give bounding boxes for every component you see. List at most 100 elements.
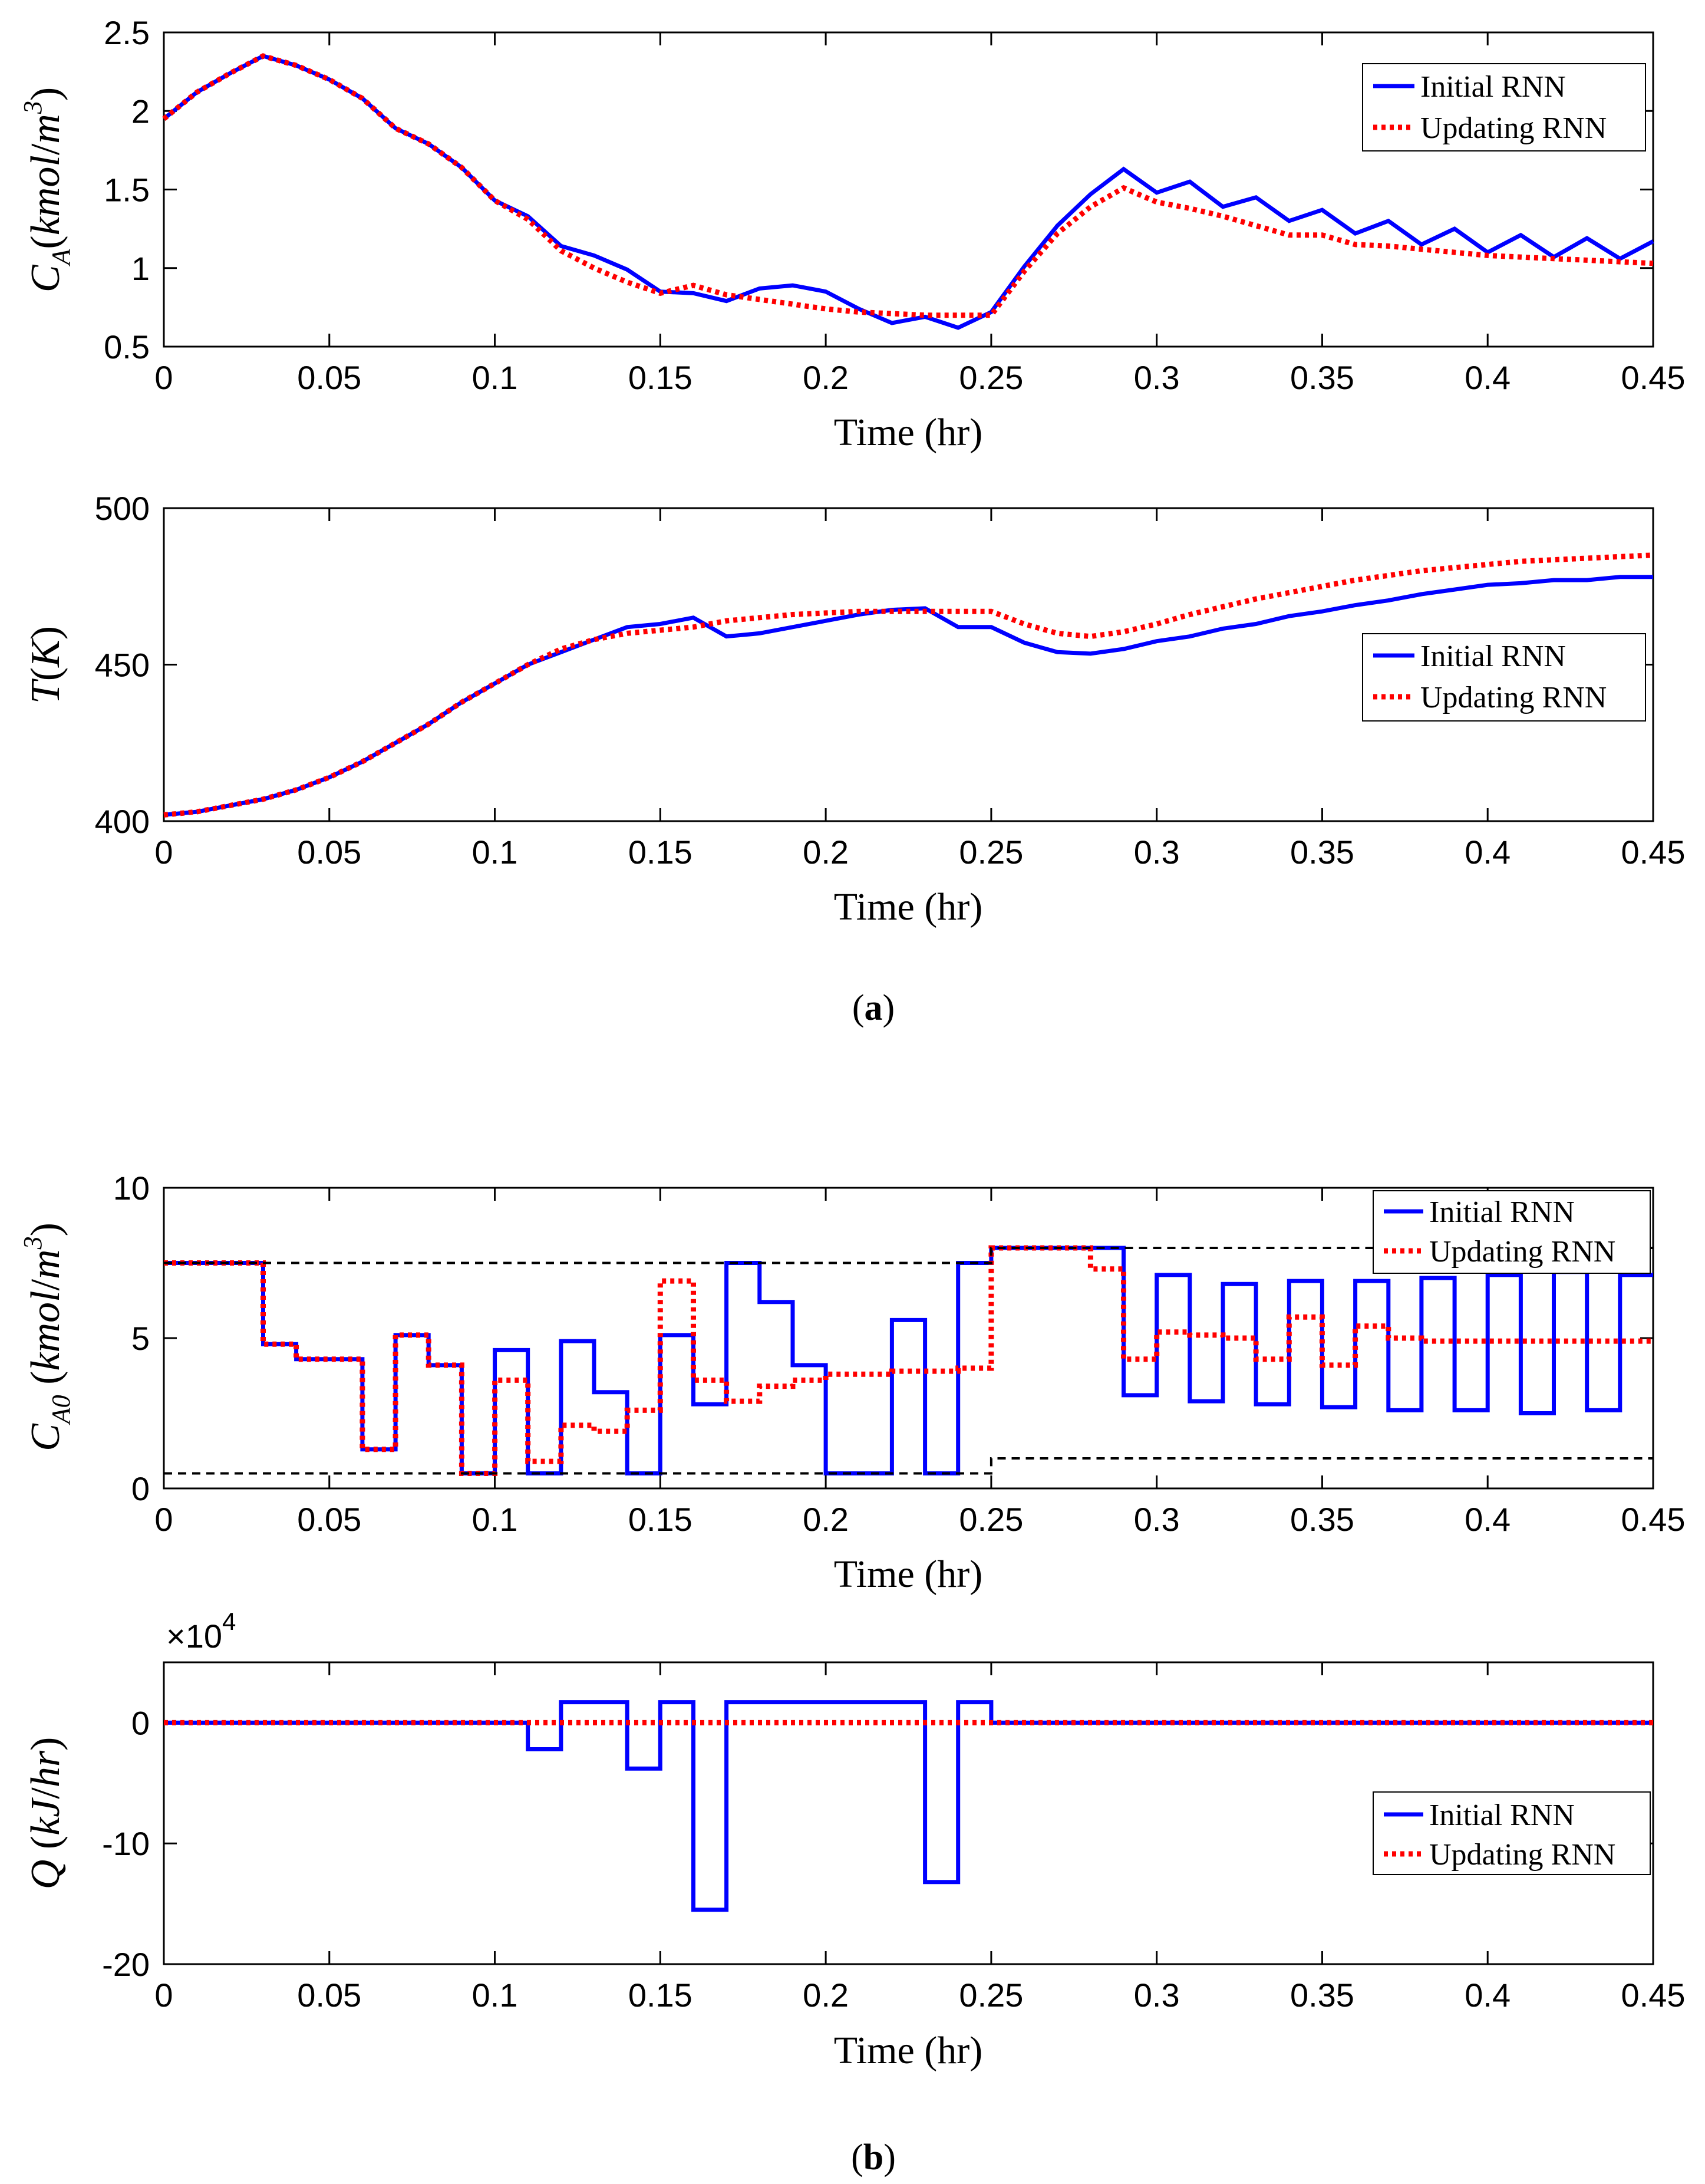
- ca0-legend-box: [1373, 1190, 1651, 1274]
- temp-xtick-label: 0.05: [297, 834, 361, 871]
- temp-series: [163, 552, 1654, 818]
- ca-xtick-label: 0.1: [472, 359, 518, 396]
- chart-temp: 0 0.05 0.1 0.15 0.2 0.25 0.3 0.35 0.4 0.45 400 450 5…: [23, 490, 1686, 928]
- ca-xtick-label: 0.4: [1465, 359, 1511, 396]
- q-xtick-label: 0.45: [1621, 1977, 1686, 2014]
- temp-xtick-label: 0.45: [1621, 834, 1686, 871]
- chart-ca: 0 0.05 0.1 0.15 0.2 0.25 0.3 0.35 0.4 0.45 0.5 1 1.5…: [18, 14, 1686, 454]
- q-xtick-label: 0.05: [297, 1977, 361, 2014]
- q-xtick-label: 0.2: [803, 1977, 849, 2014]
- ca0-xtick-label: 0.1: [472, 1501, 518, 1538]
- temp-xtick-label: 0: [154, 834, 173, 871]
- ca-legend: Initial RNN Updating RNN: [1362, 63, 1646, 151]
- q-xtick-label: 0.4: [1465, 1977, 1511, 2014]
- ca-legend-updating-label: Updating RNN: [1420, 111, 1607, 145]
- chart-ca0: 0 0.05 0.1 0.15 0.2 0.25 0.3 0.35 0.4 0.45 0 5 10 Ti…: [18, 1170, 1686, 1596]
- ca0-xtick-label: 0.45: [1621, 1501, 1686, 1538]
- caption-a: (a): [852, 988, 895, 1028]
- ca-legend-box: [1362, 63, 1646, 151]
- ca0-ytick-label: 5: [131, 1320, 150, 1357]
- q-ticks: 0 0.05 0.1 0.15 0.2 0.25 0.3 0.35 0.4 0.45 -20 -10 0: [102, 1662, 1686, 2014]
- q-legend-box: [1373, 1791, 1651, 1875]
- chart-q: 0 0.05 0.1 0.15 0.2 0.25 0.3 0.35 0.4 0.45-20-100…: [23, 1607, 1686, 2072]
- ca0-xtick-label: 0.25: [959, 1501, 1023, 1538]
- ca-xtick-label: 0: [154, 359, 173, 396]
- ca0-xtick-label: 0.2: [803, 1501, 849, 1538]
- temp-legend-updating-label: Updating RNN: [1420, 681, 1607, 714]
- temp-ticks: 0 0.05 0.1 0.15 0.2 0.25 0.3 0.35 0.4 0.45 400 450 5…: [95, 490, 1686, 871]
- ca0-ylabel: CA0 (kmol/m3): [18, 1223, 75, 1451]
- ca-xtick-label: 0.45: [1621, 359, 1686, 396]
- ca0-xtick-label: 0: [154, 1501, 173, 1538]
- temp-ytick-label: 400: [95, 803, 150, 840]
- ca-ytick-label: 1: [131, 250, 150, 287]
- temp-legend-box: [1362, 633, 1646, 722]
- ca-series: [162, 53, 1654, 330]
- q-xtick-label: 0.15: [628, 1977, 692, 2014]
- ca0-series-updating-rnn: [164, 1245, 1653, 1476]
- temp-legend-initial-label: Initial RNN: [1420, 640, 1566, 673]
- ca-xtick-label: 0.35: [1290, 359, 1354, 396]
- ca0-ticks: 0 0.05 0.1 0.15 0.2 0.25 0.3 0.35 0.4 0.45 0 5 10: [113, 1170, 1686, 1538]
- temp-xtick-label: 0.4: [1465, 834, 1511, 871]
- ca-ylabel: CA(kmol/m3): [18, 87, 75, 292]
- q-xlabel: Time (hr): [834, 2029, 982, 2072]
- q-legend: Initial RNN Updating RNN: [1373, 1791, 1651, 1875]
- temp-series-updating-rnn: [163, 552, 1654, 818]
- ca-ticks: 0 0.05 0.1 0.15 0.2 0.25 0.3 0.35 0.4 0.45 0.5 1 1.5…: [104, 14, 1685, 396]
- q-ylabel: Q (kJ/hr): [23, 1737, 68, 1890]
- ca0-xlabel: Time (hr): [834, 1553, 982, 1596]
- temp-ytick-label: 500: [95, 490, 150, 527]
- ca-legend-initial-label: Initial RNN: [1420, 70, 1566, 104]
- ca-xtick-label: 0.15: [628, 359, 692, 396]
- ca0-xtick-label: 0.15: [628, 1501, 692, 1538]
- temp-legend: Initial RNN Updating RNN: [1362, 633, 1646, 722]
- ca-ytick-label: 1.5: [104, 172, 150, 209]
- temp-ylabel: T(K): [23, 626, 68, 704]
- ca-ytick-label: 0.5: [104, 328, 150, 365]
- caption-b: (b): [851, 2137, 896, 2178]
- ca0-legend: Initial RNN Updating RNN: [1373, 1190, 1651, 1274]
- ca-ytick-label: 2: [131, 93, 150, 130]
- q-series: [164, 1700, 1653, 1912]
- q-ytick-label: -10: [102, 1825, 150, 1862]
- temp-ytick-label: 450: [95, 647, 150, 684]
- temp-xtick-label: 0.1: [472, 834, 518, 871]
- ca0-xtick-label: 0.3: [1134, 1501, 1180, 1538]
- temp-xtick-label: 0.15: [628, 834, 692, 871]
- ca0-ytick-label: 0: [131, 1470, 150, 1507]
- q-xtick-label: 0.1: [472, 1977, 518, 2014]
- ca0-xtick-label: 0.4: [1465, 1501, 1511, 1538]
- q-ytick-label: -20: [102, 1946, 150, 1983]
- temp-xlabel: Time (hr): [834, 885, 982, 928]
- ca0-ytick-label: 10: [113, 1170, 150, 1207]
- ca-xtick-label: 0.05: [297, 359, 361, 396]
- ca-xtick-label: 0.2: [803, 359, 849, 396]
- ca0-series-lower-bound: [164, 1457, 1653, 1475]
- q-legend-initial-label: Initial RNN: [1429, 1798, 1575, 1832]
- ca-ytick-label: 2.5: [104, 14, 150, 51]
- q-xtick-label: 0.25: [959, 1977, 1023, 2014]
- ca-series-updating-rnn: [162, 53, 1654, 318]
- q-xtick-label: 0.3: [1134, 1977, 1180, 2014]
- q-legend-updating-label: Updating RNN: [1429, 1838, 1615, 1872]
- ca-xlabel: Time (hr): [834, 411, 982, 454]
- ca0-series-upper-bound: [164, 1247, 1653, 1264]
- q-multiplier: ×104: [166, 1607, 236, 1655]
- q-xtick-label: 0.35: [1290, 1977, 1354, 2014]
- q-xtick-label: 0: [154, 1977, 173, 2014]
- ca-xtick-label: 0.3: [1134, 359, 1180, 396]
- temp-xtick-label: 0.3: [1134, 834, 1180, 871]
- q-ytick-label: 0: [131, 1704, 150, 1741]
- ca0-legend-updating-label: Updating RNN: [1429, 1235, 1615, 1269]
- ca-xtick-label: 0.25: [959, 359, 1023, 396]
- ca0-series-initial-rnn: [164, 1246, 1653, 1475]
- ca0-series: [164, 1245, 1653, 1476]
- ca0-xtick-label: 0.35: [1290, 1501, 1354, 1538]
- ca0-legend-initial-label: Initial RNN: [1429, 1195, 1575, 1229]
- ca0-xtick-label: 0.05: [297, 1501, 361, 1538]
- temp-xtick-label: 0.25: [959, 834, 1023, 871]
- temp-xtick-label: 0.35: [1290, 834, 1354, 871]
- temp-xtick-label: 0.2: [803, 834, 849, 871]
